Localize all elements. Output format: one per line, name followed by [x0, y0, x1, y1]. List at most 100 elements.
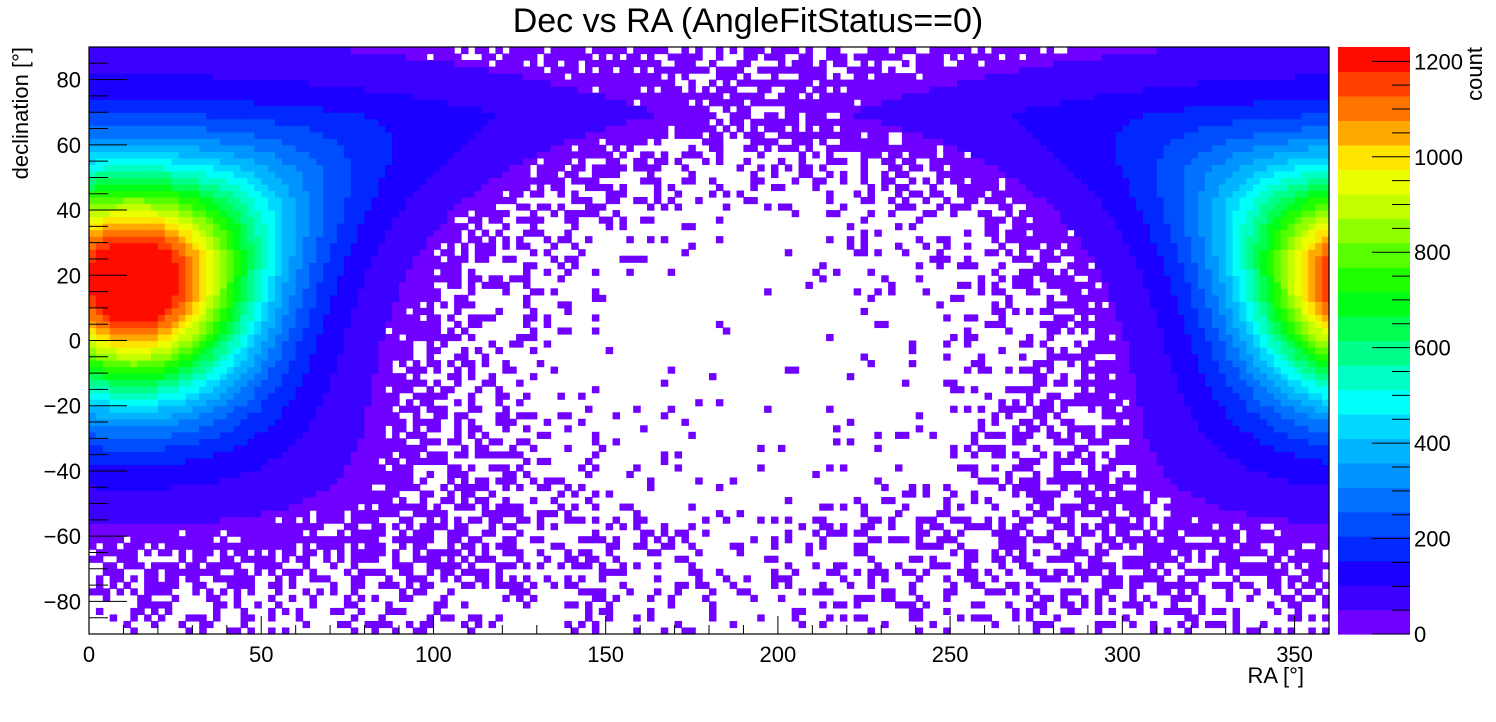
heatmap-cell	[281, 79, 290, 87]
heatmap-cell	[144, 281, 152, 289]
heatmap-cell	[412, 555, 421, 563]
heatmap-cell	[213, 575, 221, 583]
heatmap-cell	[529, 92, 538, 100]
heatmap-cell	[529, 223, 538, 231]
heatmap-cell	[474, 575, 483, 583]
heatmap-cell	[137, 210, 145, 218]
heatmap-cell	[412, 444, 421, 452]
heatmap-cell	[385, 47, 393, 55]
heatmap-cell	[557, 118, 565, 126]
heatmap-cell	[433, 438, 441, 446]
heatmap-cell	[102, 497, 111, 505]
heatmap-cell	[192, 242, 200, 250]
heatmap-cell	[144, 523, 152, 531]
heatmap-cell	[509, 99, 517, 107]
heatmap-cell	[405, 53, 414, 61]
heatmap-cell	[102, 294, 111, 302]
heatmap-cell	[288, 216, 297, 224]
heatmap-cell	[254, 151, 262, 159]
heatmap-cell	[350, 105, 359, 113]
heatmap-cell	[275, 581, 283, 589]
heatmap-cell	[144, 190, 152, 198]
heatmap-cell	[281, 347, 290, 355]
heatmap-cell	[454, 73, 462, 81]
heatmap-cell	[337, 412, 345, 420]
heatmap-cell	[268, 320, 276, 329]
heatmap-cell	[578, 157, 586, 165]
heatmap-cell	[392, 151, 400, 159]
heatmap-cell	[488, 183, 497, 192]
heatmap-cell	[392, 229, 400, 237]
heatmap-cell	[288, 360, 297, 368]
heatmap-cell	[516, 66, 524, 74]
heatmap-cell	[130, 614, 138, 622]
heatmap-cell	[95, 275, 104, 283]
heatmap-cell	[295, 255, 304, 263]
heatmap-cell	[185, 118, 193, 126]
heatmap-cell	[371, 594, 379, 602]
heatmap-cell	[130, 542, 138, 550]
heatmap-cell	[412, 242, 421, 250]
heatmap-cell	[295, 497, 304, 505]
heatmap-cell	[288, 177, 297, 185]
heatmap-cell	[357, 288, 366, 296]
heatmap-cell	[426, 418, 435, 426]
heatmap-cell	[412, 294, 421, 302]
heatmap-cell	[337, 229, 345, 237]
heatmap-cell	[419, 366, 428, 374]
heatmap-cell	[281, 60, 290, 68]
heatmap-cell	[350, 444, 359, 452]
heatmap-cell	[254, 549, 262, 557]
heatmap-cell	[254, 464, 262, 472]
heatmap-cell	[226, 255, 235, 263]
heatmap-cell	[350, 60, 359, 68]
heatmap-cell	[343, 373, 352, 381]
heatmap-cell	[151, 601, 159, 609]
heatmap-cell	[316, 47, 324, 55]
heatmap-cell	[350, 555, 359, 563]
heatmap-cell	[268, 366, 276, 374]
heatmap-cell	[261, 444, 269, 452]
heatmap-cell	[192, 105, 200, 113]
heatmap-cell	[323, 497, 331, 505]
heatmap-cell	[364, 288, 373, 296]
heatmap-cell	[461, 210, 469, 218]
heatmap-cell	[454, 275, 462, 283]
heatmap-cell	[454, 151, 462, 159]
heatmap-cell	[330, 386, 338, 394]
heatmap-cell	[171, 392, 180, 400]
heatmap-cell	[529, 444, 538, 452]
heatmap-cell	[467, 373, 476, 381]
heatmap-cell	[316, 125, 324, 133]
heatmap-cell	[185, 340, 193, 348]
heatmap-cell	[357, 340, 366, 348]
heatmap-cell	[178, 457, 187, 466]
heatmap-cell	[157, 157, 166, 165]
heatmap-cell	[102, 464, 111, 472]
heatmap-cell	[309, 444, 317, 452]
heatmap-cell	[268, 255, 276, 263]
heatmap-cell	[447, 60, 455, 68]
heatmap-cell	[378, 314, 386, 322]
heatmap-cell	[309, 203, 317, 211]
heatmap-cell	[371, 92, 379, 100]
heatmap-cell	[467, 268, 476, 276]
heatmap-cell	[171, 118, 180, 126]
heatmap-cell	[116, 333, 125, 342]
heatmap-cell	[433, 405, 441, 413]
heatmap-cell	[178, 216, 187, 224]
heatmap-cell	[385, 203, 393, 211]
heatmap-cell	[102, 79, 111, 87]
heatmap-cell	[536, 144, 545, 152]
heatmap-cell	[419, 223, 428, 231]
heatmap-cell	[302, 281, 311, 289]
heatmap-cell	[219, 483, 228, 492]
heatmap-cell	[295, 216, 304, 224]
heatmap-cell	[295, 457, 304, 466]
heatmap-cell	[440, 210, 448, 218]
heatmap-cell	[309, 157, 317, 165]
heatmap-cell	[206, 620, 214, 629]
heatmap-cell	[550, 79, 559, 87]
heatmap-cell	[454, 131, 462, 139]
heatmap-cell	[543, 510, 552, 518]
